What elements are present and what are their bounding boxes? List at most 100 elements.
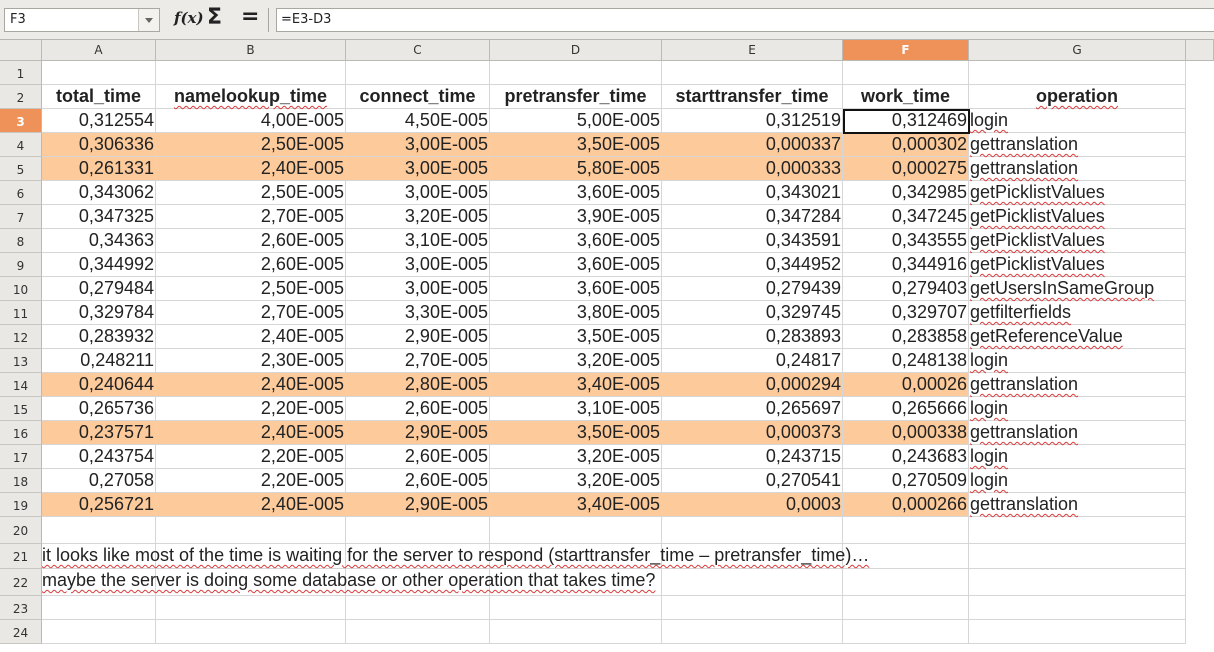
cell-c17[interactable]: 2,60E-005: [346, 445, 490, 469]
cell-d1[interactable]: [490, 61, 662, 85]
column-header-g[interactable]: G: [969, 40, 1186, 61]
cell-e13[interactable]: 0,24817: [662, 349, 843, 373]
cell-e18[interactable]: 0,270541: [662, 469, 843, 493]
row-header-24[interactable]: 24: [0, 620, 42, 644]
cell-b19[interactable]: 2,40E-005: [156, 493, 346, 517]
cell-g13[interactable]: login: [969, 349, 1186, 373]
cell-g15[interactable]: login: [969, 397, 1186, 421]
cell-b18[interactable]: 2,20E-005: [156, 469, 346, 493]
row-header-20[interactable]: 20: [0, 517, 42, 544]
row-header-15[interactable]: 15: [0, 397, 42, 421]
cell-a9[interactable]: 0,344992: [42, 253, 156, 277]
sum-button[interactable]: Σ: [207, 5, 223, 30]
cell-f22[interactable]: [843, 569, 969, 596]
row-header-5[interactable]: 5: [0, 157, 42, 181]
cell-g7[interactable]: getPicklistValues: [969, 205, 1186, 229]
cell-d24[interactable]: [490, 620, 662, 644]
cell-f7[interactable]: 0,347245: [843, 205, 969, 229]
cell-a14[interactable]: 0,240644: [42, 373, 156, 397]
row-header-1[interactable]: 1: [0, 61, 42, 85]
cell-d12[interactable]: 3,50E-005: [490, 325, 662, 349]
cell-e9[interactable]: 0,344952: [662, 253, 843, 277]
cell-a7[interactable]: 0,347325: [42, 205, 156, 229]
cell-f21[interactable]: [843, 544, 969, 569]
cell-e11[interactable]: 0,329745: [662, 301, 843, 325]
row-header-9[interactable]: 9: [0, 253, 42, 277]
column-header-c[interactable]: C: [346, 40, 490, 61]
cell-a10[interactable]: 0,279484: [42, 277, 156, 301]
cell-c10[interactable]: 3,00E-005: [346, 277, 490, 301]
cell-b1[interactable]: [156, 61, 346, 85]
row-header-11[interactable]: 11: [0, 301, 42, 325]
cell-f17[interactable]: 0,243683: [843, 445, 969, 469]
cell-f3[interactable]: 0,312469: [843, 109, 969, 133]
cell-a5[interactable]: 0,261331: [42, 157, 156, 181]
cell-e23[interactable]: [662, 596, 843, 620]
cell-e22[interactable]: [662, 569, 843, 596]
cell-c21[interactable]: [346, 544, 490, 569]
cell-c11[interactable]: 3,30E-005: [346, 301, 490, 325]
cell-c9[interactable]: 3,00E-005: [346, 253, 490, 277]
cell-g18[interactable]: login: [969, 469, 1186, 493]
cell-c5[interactable]: 3,00E-005: [346, 157, 490, 181]
cell-d17[interactable]: 3,20E-005: [490, 445, 662, 469]
cell-c6[interactable]: 3,00E-005: [346, 181, 490, 205]
cell-d9[interactable]: 3,60E-005: [490, 253, 662, 277]
cell-c3[interactable]: 4,50E-005: [346, 109, 490, 133]
cell-e5[interactable]: 0,000333: [662, 157, 843, 181]
column-header-d[interactable]: D: [490, 40, 662, 61]
cell-a1[interactable]: [42, 61, 156, 85]
row-header-19[interactable]: 19: [0, 493, 42, 517]
row-header-4[interactable]: 4: [0, 133, 42, 157]
header-pretransfer-time[interactable]: pretransfer_time: [490, 85, 662, 109]
cell-b15[interactable]: 2,20E-005: [156, 397, 346, 421]
cell-c20[interactable]: [346, 517, 490, 544]
cell-g11[interactable]: getfilterfields: [969, 301, 1186, 325]
column-header-f[interactable]: F: [843, 40, 969, 61]
cell-a3[interactable]: 0,312554: [42, 109, 156, 133]
cell-c4[interactable]: 3,00E-005: [346, 133, 490, 157]
cell-a12[interactable]: 0,283932: [42, 325, 156, 349]
cell-a19[interactable]: 0,256721: [42, 493, 156, 517]
cell-a21[interactable]: [42, 544, 156, 569]
cell-a4[interactable]: 0,306336: [42, 133, 156, 157]
cell-d5[interactable]: 5,80E-005: [490, 157, 662, 181]
cell-g21[interactable]: [969, 544, 1186, 569]
cell-e21[interactable]: [662, 544, 843, 569]
cell-d18[interactable]: 3,20E-005: [490, 469, 662, 493]
cell-d19[interactable]: 3,40E-005: [490, 493, 662, 517]
cell-d13[interactable]: 3,20E-005: [490, 349, 662, 373]
cell-b12[interactable]: 2,40E-005: [156, 325, 346, 349]
cell-a23[interactable]: [42, 596, 156, 620]
cell-c24[interactable]: [346, 620, 490, 644]
header-connect-time[interactable]: connect_time: [346, 85, 490, 109]
cell-g9[interactable]: getPicklistValues: [969, 253, 1186, 277]
cell-g17[interactable]: login: [969, 445, 1186, 469]
header-namelookup-time[interactable]: namelookup_time: [156, 85, 346, 109]
cell-f13[interactable]: 0,248138: [843, 349, 969, 373]
cell-g5[interactable]: gettranslation: [969, 157, 1186, 181]
cell-g3[interactable]: login: [969, 109, 1186, 133]
cell-e17[interactable]: 0,243715: [662, 445, 843, 469]
header-starttransfer-time[interactable]: starttransfer_time: [662, 85, 843, 109]
row-header-3[interactable]: 3: [0, 109, 42, 133]
cell-a8[interactable]: 0,34363: [42, 229, 156, 253]
formula-input[interactable]: =E3-D3: [276, 8, 1214, 32]
row-header-7[interactable]: 7: [0, 205, 42, 229]
cell-e1[interactable]: [662, 61, 843, 85]
cell-g4[interactable]: gettranslation: [969, 133, 1186, 157]
cell-b23[interactable]: [156, 596, 346, 620]
formula-button[interactable]: =: [241, 4, 260, 29]
cell-b16[interactable]: 2,40E-005: [156, 421, 346, 445]
cell-d20[interactable]: [490, 517, 662, 544]
cell-g22[interactable]: [969, 569, 1186, 596]
row-header-17[interactable]: 17: [0, 445, 42, 469]
cell-b11[interactable]: 2,70E-005: [156, 301, 346, 325]
note-text-2[interactable]: maybe the server is doing some database …: [42, 570, 656, 590]
cell-g1[interactable]: [969, 61, 1186, 85]
header-operation[interactable]: operation: [969, 85, 1186, 109]
cell-e15[interactable]: 0,265697: [662, 397, 843, 421]
cell-e6[interactable]: 0,343021: [662, 181, 843, 205]
header-total-time[interactable]: total_time: [42, 85, 156, 109]
row-header-16[interactable]: 16: [0, 421, 42, 445]
